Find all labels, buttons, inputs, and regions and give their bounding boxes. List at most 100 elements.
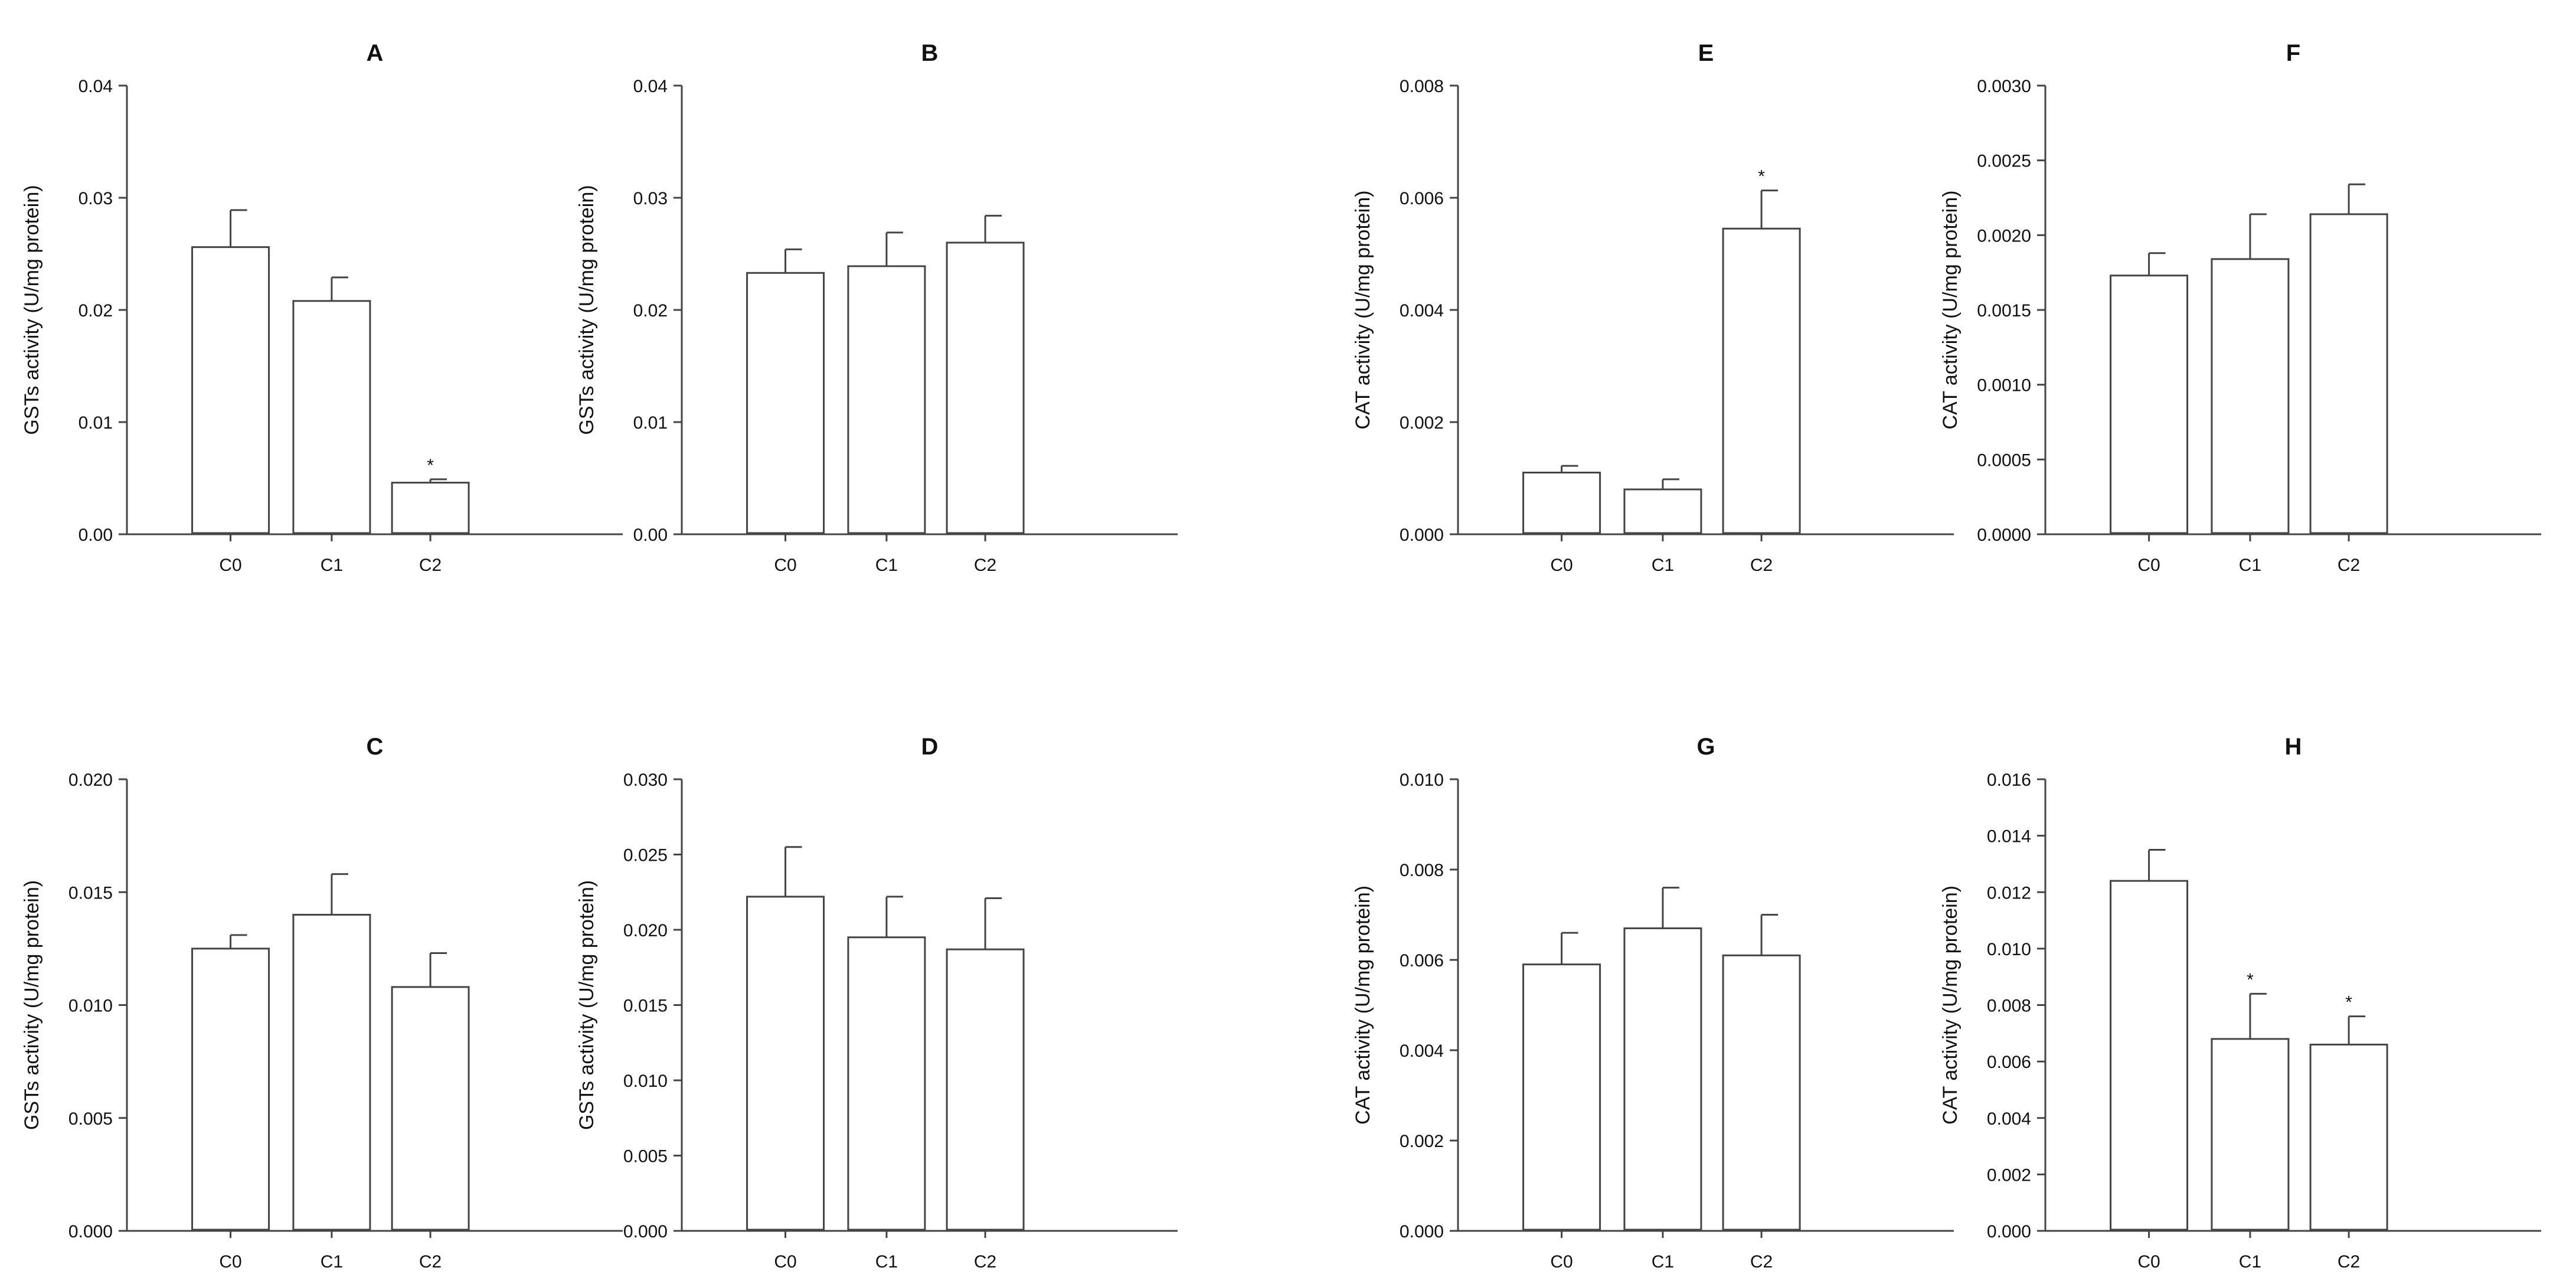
x-tick-label: C0 bbox=[219, 1252, 241, 1272]
x-tick-label: C2 bbox=[419, 556, 442, 575]
chart-title: D bbox=[921, 734, 939, 760]
chart-panel-g: G 0.000 0.002 0.004 0.006 0.008 0.010 CAT activ… bbox=[1352, 734, 1954, 1272]
y-tick-label: 0.010 bbox=[1987, 940, 2031, 959]
bar-c2 bbox=[2309, 1043, 2388, 1232]
y-tick-label: 0.00 bbox=[79, 525, 113, 545]
significance-marker: * bbox=[427, 456, 434, 475]
chart-title: E bbox=[1698, 40, 1714, 66]
x-tick-label: C1 bbox=[1652, 556, 1674, 575]
bar-c0 bbox=[1522, 472, 1601, 535]
y-tick-label: 0.00 bbox=[633, 525, 668, 545]
bar-c2 bbox=[391, 482, 470, 535]
y-tick-label: 0.015 bbox=[68, 883, 113, 903]
x-tick-label: C0 bbox=[2137, 1252, 2160, 1272]
x-tick-label: C0 bbox=[774, 556, 796, 575]
y-tick-label: 0.01 bbox=[633, 413, 668, 433]
x-tick-label: C2 bbox=[974, 1252, 996, 1272]
y-tick-label: 0.002 bbox=[1400, 1132, 1444, 1151]
y-tick-label: 0.0025 bbox=[1977, 152, 2031, 171]
y-axis-label: CAT activity (U/mg protein) bbox=[1352, 191, 1374, 430]
bar-c0 bbox=[2110, 275, 2189, 535]
chart-panel-d: D 0.000 0.005 0.010 0.015 0.020 0.025 0.030 GSTs… bbox=[576, 734, 1178, 1272]
bar-c2 bbox=[1722, 227, 1801, 535]
significance-marker: * bbox=[2345, 993, 2352, 1012]
y-tick-label: 0.002 bbox=[1400, 413, 1444, 433]
bar-c2 bbox=[946, 948, 1025, 1232]
chart-panel-b: B 0.00 0.01 0.02 0.03 0.04 GSTs activity (U/mg… bbox=[576, 40, 1178, 575]
y-tick-label: 0.0030 bbox=[1977, 77, 2031, 96]
bar-c0 bbox=[191, 246, 270, 535]
y-tick-label: 0.000 bbox=[623, 1222, 668, 1241]
bar-c1 bbox=[1623, 488, 1702, 535]
y-tick-label: 0.01 bbox=[79, 413, 113, 433]
bar-c0 bbox=[191, 948, 270, 1232]
y-tick-label: 0.010 bbox=[68, 997, 113, 1016]
bar-c1 bbox=[292, 300, 371, 535]
chart-title: F bbox=[2286, 40, 2300, 66]
x-tick-label: C1 bbox=[2239, 1252, 2261, 1272]
y-tick-label: 0.006 bbox=[1400, 951, 1444, 971]
bar-c1 bbox=[847, 265, 926, 535]
y-axis-label: GSTs activity (U/mg protein) bbox=[576, 880, 598, 1130]
x-tick-label: C1 bbox=[1652, 1252, 1674, 1272]
significance-marker: * bbox=[2247, 970, 2254, 989]
bar-c2 bbox=[391, 986, 470, 1232]
x-tick-label: C0 bbox=[2137, 556, 2160, 575]
y-axis-label: CAT activity (U/mg protein) bbox=[1352, 886, 1374, 1125]
bar-c0 bbox=[746, 272, 825, 535]
bar-c0 bbox=[746, 896, 825, 1232]
chart-panel-e: E 0.000 0.002 0.004 0.006 0.008 CAT activity (… bbox=[1352, 40, 1954, 575]
bar-c2 bbox=[1722, 954, 1801, 1232]
bar-c1 bbox=[847, 936, 926, 1232]
x-tick-label: C2 bbox=[419, 1252, 442, 1272]
y-tick-label: 0.03 bbox=[633, 189, 668, 208]
chart-panel-c: C 0.000 0.005 0.010 0.015 0.020 GSTs activity … bbox=[21, 734, 623, 1272]
chart-title: A bbox=[367, 40, 384, 66]
bar-c1 bbox=[292, 914, 371, 1232]
y-tick-label: 0.020 bbox=[68, 770, 113, 790]
y-tick-label: 0.000 bbox=[1400, 525, 1444, 545]
x-tick-label: C2 bbox=[1750, 1252, 1773, 1272]
x-tick-label: C2 bbox=[2338, 1252, 2360, 1272]
y-tick-label: 0.02 bbox=[79, 301, 113, 321]
y-axis-label: GSTs activity (U/mg protein) bbox=[576, 185, 598, 434]
y-tick-label: 0.0000 bbox=[1977, 525, 2031, 545]
y-tick-label: 0.0020 bbox=[1977, 226, 2031, 246]
y-tick-label: 0.030 bbox=[623, 770, 668, 790]
y-tick-label: 0.025 bbox=[623, 846, 668, 865]
chart-title: B bbox=[921, 40, 939, 66]
y-tick-label: 0.02 bbox=[633, 301, 668, 321]
y-tick-label: 0.0005 bbox=[1977, 450, 2031, 470]
bar-c0 bbox=[1522, 963, 1601, 1232]
bar-c1 bbox=[1623, 927, 1702, 1232]
y-tick-label: 0.04 bbox=[633, 77, 668, 96]
x-tick-label: C2 bbox=[2338, 556, 2360, 575]
x-tick-label: C1 bbox=[321, 1252, 343, 1272]
bar-c2 bbox=[946, 241, 1025, 535]
y-tick-label: 0.008 bbox=[1987, 997, 2031, 1016]
bar-c0 bbox=[2110, 880, 2189, 1232]
y-tick-label: 0.000 bbox=[68, 1222, 113, 1241]
significance-marker: * bbox=[1758, 167, 1765, 187]
y-tick-label: 0.04 bbox=[79, 77, 113, 96]
bar-c1 bbox=[2211, 258, 2290, 535]
y-tick-label: 0.016 bbox=[1987, 770, 2031, 790]
chart-title: G bbox=[1696, 734, 1715, 760]
y-tick-label: 0.010 bbox=[1400, 770, 1444, 790]
y-tick-label: 0.000 bbox=[1987, 1222, 2031, 1241]
y-axis-label: CAT activity (U/mg protein) bbox=[1939, 191, 1962, 430]
x-tick-label: C1 bbox=[2239, 556, 2261, 575]
x-tick-label: C2 bbox=[1750, 556, 1773, 575]
y-axis-label: GSTs activity (U/mg protein) bbox=[21, 880, 43, 1130]
y-tick-label: 0.004 bbox=[1400, 1041, 1444, 1061]
y-axis-label: CAT activity (U/mg protein) bbox=[1939, 886, 1962, 1125]
y-tick-label: 0.002 bbox=[1987, 1165, 2031, 1185]
chart-panel-h: H 0.000 0.002 0.004 0.006 0.008 0.010 0.012 0.01… bbox=[1939, 734, 2541, 1272]
y-tick-label: 0.0010 bbox=[1977, 376, 2031, 396]
x-tick-label: C0 bbox=[1550, 556, 1573, 575]
chart-panel-a: A 0.00 0.01 0.02 0.03 0.04 GSTs activity (U/mg… bbox=[21, 40, 623, 575]
y-tick-label: 0.004 bbox=[1987, 1109, 2031, 1129]
y-tick-label: 0.010 bbox=[623, 1071, 668, 1091]
y-tick-label: 0.004 bbox=[1400, 301, 1444, 321]
bar-c2 bbox=[2309, 213, 2388, 535]
